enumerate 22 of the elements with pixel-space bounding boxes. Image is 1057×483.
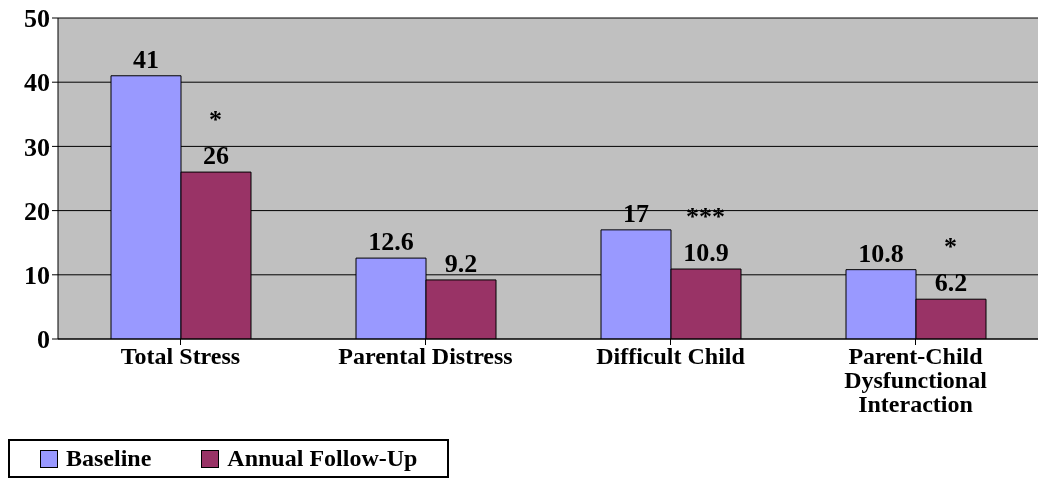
data-label: 41 — [133, 44, 159, 74]
y-tick-label: 50 — [24, 4, 50, 34]
x-tick-label: Parental Distress — [338, 343, 513, 370]
x-tick-label: Total Stress — [120, 343, 241, 370]
data-label: 6.2 — [934, 268, 968, 298]
data-label: 10.9 — [683, 238, 729, 268]
annotation: * — [944, 232, 957, 262]
data-label: 9.2 — [444, 248, 478, 278]
legend-label: Annual Follow-Up — [226, 445, 418, 472]
x-tick-label: Parent-Child Dysfunctional Interaction — [844, 343, 988, 418]
y-tick-label: 40 — [24, 68, 50, 98]
x-tick-label: Difficult Child — [596, 343, 746, 370]
data-label: 12.6 — [368, 227, 414, 257]
legend-label: Baseline — [65, 445, 152, 472]
y-tick-label: 20 — [24, 196, 50, 226]
y-tick-label: 30 — [24, 132, 50, 162]
data-label: 26 — [203, 141, 229, 171]
annotation: * — [209, 105, 222, 135]
y-tick-label: 0 — [37, 325, 50, 355]
data-label: 10.8 — [858, 238, 904, 268]
annotation: *** — [686, 202, 725, 232]
y-tick-label: 10 — [24, 261, 50, 291]
